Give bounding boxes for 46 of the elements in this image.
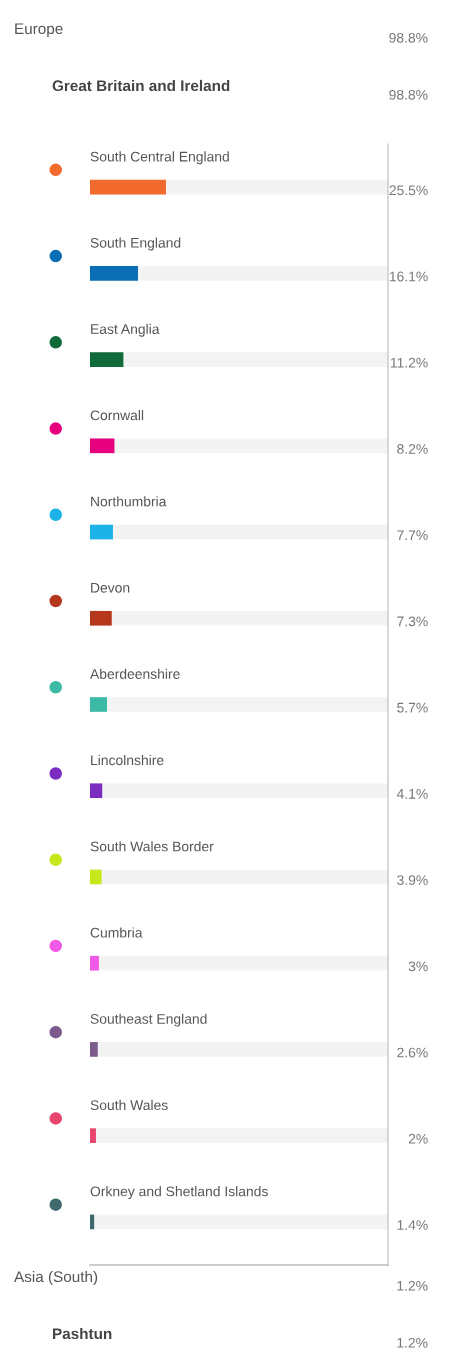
bar <box>90 783 103 799</box>
bar <box>90 869 102 885</box>
category-label: Lincolnshire <box>91 754 164 766</box>
category-label: South Central England <box>90 151 229 165</box>
text: 98.8% <box>389 89 428 100</box>
data-label: 11.2% <box>390 357 428 368</box>
bar <box>90 438 115 454</box>
bar <box>90 697 107 712</box>
category-label: South Wales Border <box>90 841 214 852</box>
bar <box>90 266 138 281</box>
bar <box>90 955 99 971</box>
data-label: 1.4% <box>397 1220 428 1230</box>
data-label: 8.2% <box>397 444 428 454</box>
data-label: 5.7% <box>397 702 428 713</box>
text: 1.2% <box>397 1280 428 1291</box>
data-label: 4.1% <box>396 789 428 799</box>
bar <box>90 352 124 367</box>
data-label: 3% <box>408 961 428 972</box>
bar <box>90 1128 96 1143</box>
data-label: 2.6% <box>397 1047 428 1058</box>
text: 1.2% <box>397 1337 428 1348</box>
bar <box>90 1214 95 1230</box>
category-label: Cornwall <box>90 410 144 421</box>
category-label: South Wales <box>90 1099 168 1111</box>
text: Asia (South) <box>14 1270 98 1286</box>
data-label: 16.1% <box>389 271 428 282</box>
category-label: Devon <box>91 582 130 593</box>
category-label: Aberdeenshire <box>90 668 180 679</box>
data-label: 3.9% <box>397 875 428 885</box>
bar <box>90 524 113 540</box>
category-label: Southeast England <box>90 1013 207 1027</box>
category-label: Orkney and Shetland Islands <box>90 1186 268 1200</box>
bar <box>90 610 112 626</box>
category-label: East Anglia <box>91 323 160 337</box>
data-label: 2% <box>408 1133 428 1144</box>
category-label: Northumbria <box>91 496 167 507</box>
text: Great Britain and Ireland <box>52 79 230 92</box>
text: Pashtun <box>53 1327 112 1340</box>
bar <box>90 1042 98 1057</box>
data-label: 7.3% <box>397 616 428 627</box>
category-label: Cumbria <box>90 927 143 938</box>
text: 98.8% <box>389 32 428 43</box>
text: Europe <box>15 23 63 38</box>
category-label: South England <box>90 237 181 251</box>
data-label: 25.5% <box>389 185 428 196</box>
data-label: 7.7% <box>397 530 428 541</box>
